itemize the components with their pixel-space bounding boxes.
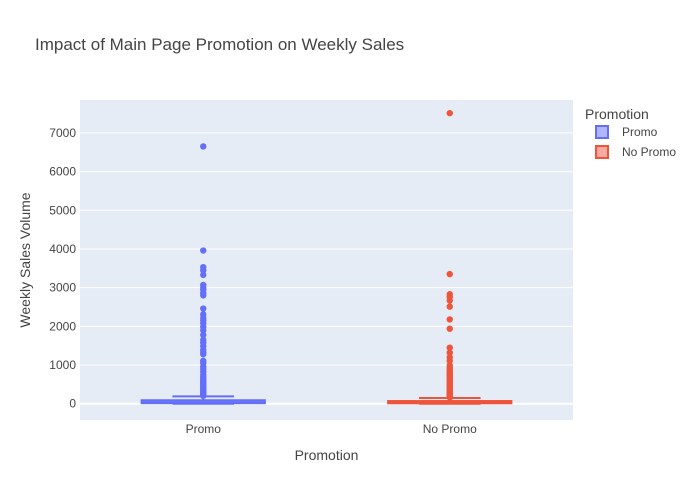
y-tick-label: 3000 [49,281,76,295]
box-promo [140,143,266,405]
y-tick-label: 2000 [49,319,76,333]
legend-entry-label: No Promo [622,145,676,159]
y-tick-label: 5000 [49,203,76,217]
outlier-point [446,270,453,278]
outlier-point [200,331,207,339]
outlier-point [200,271,207,279]
outlier-point [446,109,453,117]
legend: Promotion Promo No Promo [585,106,676,159]
outlier-point [200,305,207,312]
outlier-point [200,351,207,358]
outlier-point [446,349,453,356]
outlier-point [446,303,453,310]
outlier-point [200,392,207,400]
x-axis-title: Promotion [295,447,359,463]
y-tick-label: 1000 [49,358,76,372]
y-axis-title: Weekly Sales Volume [17,192,33,327]
y-tick-labels: 0 1000 2000 3000 4000 5000 6000 7000 [49,126,76,411]
legend-entry-label: Promo [622,125,658,139]
y-tick-label: 7000 [49,126,76,140]
outlier-point [200,327,207,334]
legend-title: Promotion [585,106,649,122]
x-tick-label: Promo [186,422,222,436]
box-no-promo [387,109,513,405]
y-tick-label: 4000 [49,242,76,256]
outlier-point [446,357,453,364]
x-tick-label: No Promo [423,422,477,436]
outlier-point [200,143,207,150]
legend-swatch [595,125,609,139]
plot-area [80,100,573,420]
outlier-point [446,325,453,332]
outlier-point [446,316,453,323]
outlier-point [446,344,453,351]
outlier-point [200,292,207,299]
outlier-point [200,247,207,254]
boxes [140,109,513,405]
legend-swatch [595,145,609,159]
y-tick-label: 0 [69,397,76,411]
y-tick-label: 6000 [49,165,76,179]
chart-title: Impact of Main Page Promotion on Weekly … [35,35,404,54]
x-tick-labels: Promo No Promo [186,422,478,436]
outlier-point [446,394,453,401]
outlier-point [446,297,453,304]
outlier-point [200,267,207,274]
